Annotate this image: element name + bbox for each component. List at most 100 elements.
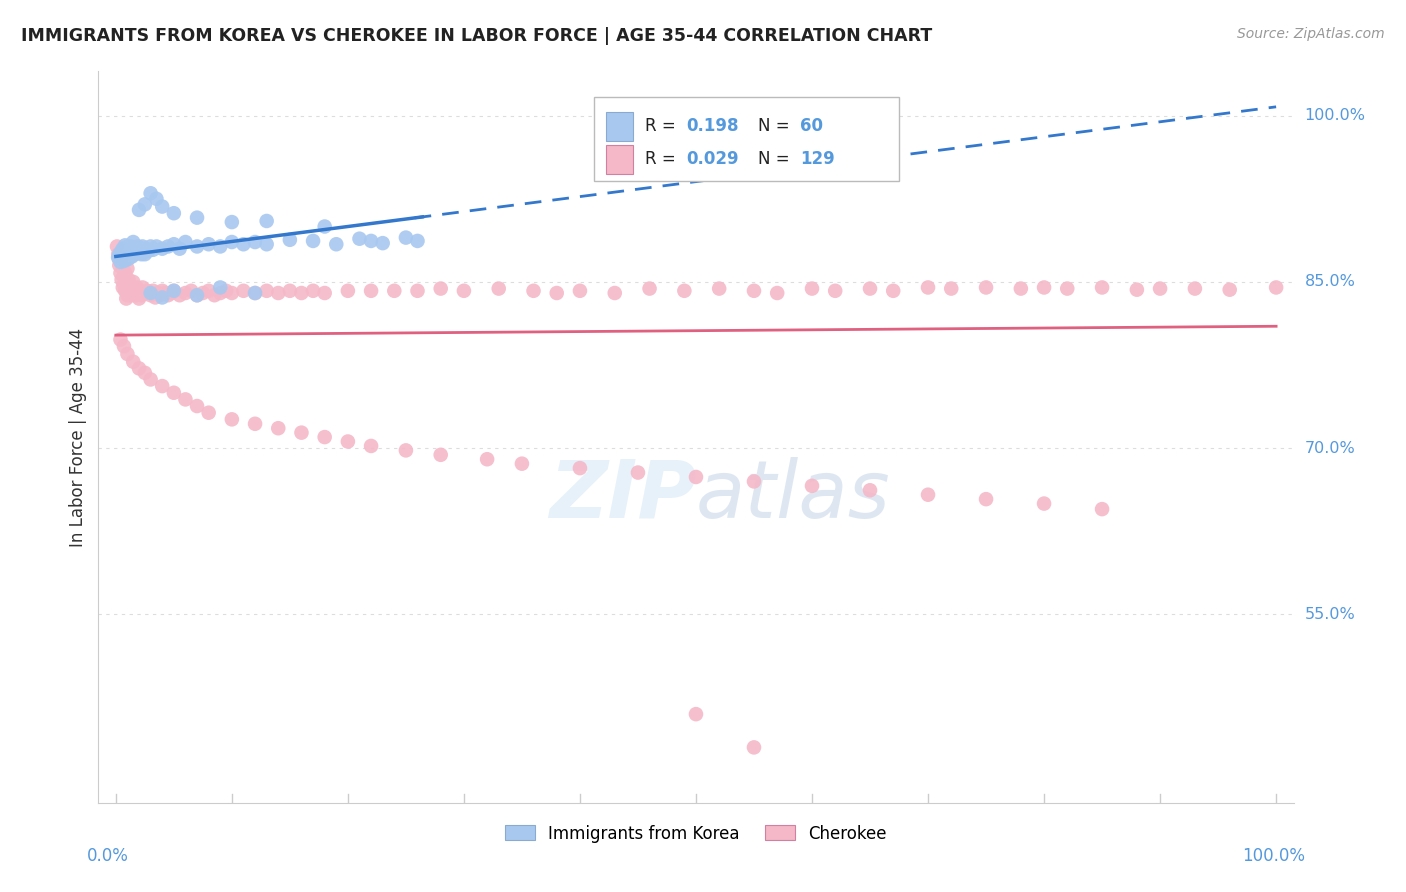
- Point: [349, 232, 371, 246]
- Point: [453, 284, 475, 298]
- Point: [186, 288, 208, 302]
- Bar: [606, 145, 633, 174]
- Point: [824, 284, 846, 298]
- Point: [114, 284, 136, 298]
- Point: [128, 361, 150, 376]
- Point: [157, 288, 180, 302]
- Point: [360, 284, 382, 298]
- Point: [160, 285, 183, 300]
- Point: [882, 284, 904, 298]
- Point: [1056, 282, 1078, 296]
- Point: [150, 379, 173, 393]
- Point: [146, 285, 169, 300]
- Point: [709, 282, 731, 296]
- Point: [111, 251, 134, 265]
- Point: [302, 234, 325, 248]
- Point: [522, 284, 544, 298]
- Point: [163, 385, 186, 400]
- Point: [278, 233, 301, 247]
- Point: [131, 239, 153, 253]
- Point: [169, 242, 191, 256]
- Text: ZIP: ZIP: [548, 457, 696, 534]
- Point: [157, 239, 180, 253]
- Point: [568, 284, 591, 298]
- Point: [105, 239, 128, 253]
- Point: [117, 347, 139, 361]
- Point: [859, 483, 882, 498]
- Point: [107, 251, 129, 265]
- Text: Source: ZipAtlas.com: Source: ZipAtlas.com: [1237, 27, 1385, 41]
- Point: [546, 285, 568, 300]
- Point: [111, 246, 134, 260]
- Point: [174, 235, 197, 249]
- Point: [117, 273, 139, 287]
- Point: [111, 261, 134, 276]
- Point: [243, 417, 266, 431]
- Point: [232, 284, 254, 298]
- Point: [134, 197, 156, 211]
- Point: [135, 242, 157, 256]
- Point: [124, 288, 146, 302]
- Point: [115, 292, 138, 306]
- Point: [1091, 280, 1114, 294]
- Point: [197, 237, 219, 252]
- Point: [314, 285, 336, 300]
- Point: [150, 284, 173, 298]
- Point: [142, 243, 165, 257]
- Point: [742, 475, 765, 489]
- Point: [143, 290, 166, 304]
- Point: [243, 285, 266, 300]
- Text: 129: 129: [800, 150, 835, 168]
- Point: [153, 285, 176, 300]
- Point: [132, 245, 155, 260]
- Point: [232, 237, 254, 252]
- Point: [360, 234, 382, 248]
- Point: [475, 452, 498, 467]
- Point: [186, 211, 208, 225]
- Point: [110, 255, 132, 269]
- Point: [114, 266, 136, 280]
- Point: [120, 288, 142, 302]
- Point: [638, 282, 661, 296]
- Point: [510, 457, 533, 471]
- Point: [267, 421, 290, 435]
- Point: [114, 245, 136, 260]
- Point: [325, 237, 347, 252]
- Point: [1091, 502, 1114, 516]
- Point: [742, 284, 765, 298]
- Point: [108, 247, 131, 261]
- Point: [121, 249, 143, 263]
- Point: [136, 284, 159, 298]
- Point: [801, 479, 824, 493]
- Point: [1033, 280, 1056, 294]
- Point: [122, 243, 145, 257]
- Point: [1010, 282, 1032, 296]
- Point: [108, 258, 131, 272]
- Text: 85.0%: 85.0%: [1305, 275, 1355, 289]
- Text: R =: R =: [644, 117, 681, 136]
- Point: [124, 242, 146, 256]
- Point: [112, 269, 135, 284]
- Point: [111, 242, 134, 256]
- Point: [406, 284, 429, 298]
- Point: [134, 247, 156, 261]
- Point: [115, 247, 138, 261]
- Point: [112, 249, 135, 263]
- Point: [197, 284, 219, 298]
- Point: [395, 230, 418, 244]
- Point: [314, 219, 336, 234]
- Point: [314, 430, 336, 444]
- Point: [149, 288, 172, 302]
- Point: [127, 239, 149, 253]
- Point: [111, 252, 134, 266]
- Point: [145, 239, 167, 253]
- Point: [180, 284, 202, 298]
- Point: [139, 372, 162, 386]
- Point: [122, 275, 145, 289]
- Point: [112, 339, 135, 353]
- Point: [139, 288, 162, 302]
- Point: [302, 284, 325, 298]
- Point: [191, 285, 214, 300]
- Point: [128, 292, 150, 306]
- Point: [112, 253, 135, 268]
